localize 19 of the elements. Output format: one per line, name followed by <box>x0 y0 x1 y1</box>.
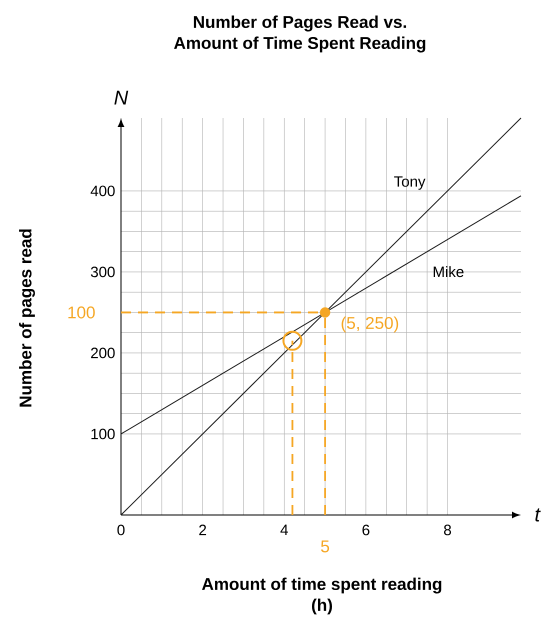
x-tick-label: 8 <box>444 524 452 536</box>
series-label: Mike <box>434 266 464 278</box>
series-label: Tony <box>394 176 426 190</box>
y-tick-label: 200 <box>91 348 115 358</box>
text: t <box>535 508 541 522</box>
text: 100 <box>68 306 95 318</box>
x-tick-label: 6 <box>362 524 370 536</box>
y-tick-label: 300 <box>90 266 115 278</box>
chart-title: Number of Pages Read vs. Amount of Time Spent Reading <box>174 16 426 52</box>
annotation: (5, 250) <box>342 316 398 332</box>
x-axis-title: Amount of time spent reading (h) <box>202 578 442 614</box>
x-tick-label: 0 <box>117 524 125 536</box>
y-tick-label: 400 <box>90 186 115 196</box>
x-tick-label: 4 <box>280 524 288 535</box>
y-axis-title: Number of pages read <box>19 229 35 407</box>
text: N <box>114 90 128 104</box>
x-tick-label: 2 <box>199 524 206 536</box>
text: 5 <box>321 540 330 552</box>
y-tick-label: 100 <box>91 428 115 440</box>
